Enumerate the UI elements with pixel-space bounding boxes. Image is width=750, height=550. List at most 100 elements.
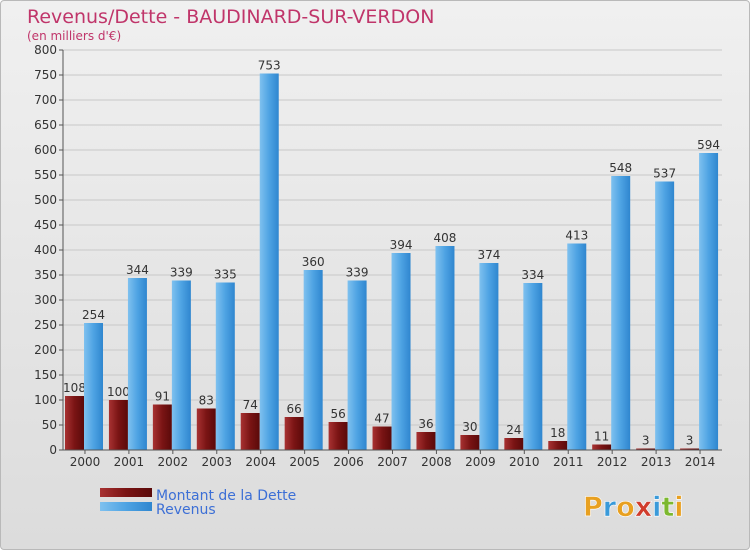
data-label-revenus: 594 [697, 138, 720, 152]
y-tick-label: 350 [34, 268, 57, 282]
data-label-revenus: 254 [82, 308, 105, 322]
data-label-revenus: 360 [302, 255, 325, 269]
y-tick-label: 0 [49, 443, 57, 457]
x-tick-label: 2003 [201, 455, 232, 469]
legend-swatch-debt [100, 488, 152, 497]
data-label-debt: 36 [418, 417, 433, 431]
bar-revenus [655, 181, 675, 450]
x-tick-label: 2013 [641, 455, 672, 469]
bar-revenus [215, 282, 235, 450]
bar-debt [152, 404, 172, 450]
bar-revenus [171, 280, 191, 450]
x-tick-label: 2010 [509, 455, 540, 469]
data-label-debt: 11 [594, 430, 609, 444]
bar-debt [328, 422, 348, 450]
bar-revenus [259, 73, 279, 450]
legend-swatch-revenus [100, 502, 152, 511]
y-tick-label: 300 [34, 293, 57, 307]
data-label-revenus: 537 [653, 167, 676, 181]
data-label-revenus: 753 [258, 59, 281, 73]
data-label-debt: 74 [243, 398, 258, 412]
logo-letter: t [661, 492, 674, 523]
y-tick-label: 650 [34, 118, 57, 132]
data-label-debt: 47 [374, 412, 389, 426]
bar-revenus [523, 283, 543, 450]
data-label-revenus: 413 [565, 229, 588, 243]
chart-subtitle: (en milliers d'€) [27, 29, 121, 43]
y-tick-label: 600 [34, 143, 57, 157]
data-label-debt: 3 [686, 434, 694, 448]
bar-revenus [303, 270, 323, 450]
x-tick-label: 2014 [685, 455, 716, 469]
x-tick-label: 2009 [465, 455, 496, 469]
bar-revenus [479, 263, 499, 450]
bar-debt [196, 408, 216, 450]
logo-letter: P [583, 492, 603, 523]
data-label-debt: 108 [63, 381, 86, 395]
data-label-revenus: 408 [434, 231, 457, 245]
data-label-revenus: 339 [170, 266, 193, 280]
bar-debt [548, 441, 568, 450]
bar-debt [592, 444, 612, 450]
bar-debt [65, 396, 84, 450]
data-label-revenus: 374 [477, 248, 500, 262]
bar-debt [636, 448, 656, 450]
data-label-revenus: 335 [214, 268, 237, 282]
bar-revenus [347, 280, 367, 450]
x-tick-label: 2002 [158, 455, 189, 469]
data-label-debt: 91 [155, 390, 170, 404]
bar-debt [680, 448, 700, 450]
y-tick-label: 100 [34, 393, 57, 407]
y-tick-label: 700 [34, 93, 57, 107]
bar-revenus [127, 278, 147, 450]
y-tick-label: 150 [34, 368, 57, 382]
legend-label-revenus: Revenus [156, 502, 216, 518]
bar-debt [504, 438, 524, 450]
y-tick-label: 450 [34, 218, 57, 232]
data-label-revenus: 548 [609, 161, 632, 175]
bar-debt [460, 435, 480, 450]
data-label-debt: 100 [107, 385, 130, 399]
bar-revenus [567, 243, 587, 450]
data-label-revenus: 394 [390, 238, 413, 252]
y-tick-label: 500 [34, 193, 57, 207]
chart-title: Revenus/Dette - BAUDINARD-SUR-VERDON [27, 6, 434, 28]
y-tick-label: 200 [34, 343, 57, 357]
x-tick-label: 2001 [114, 455, 145, 469]
data-label-debt: 83 [199, 394, 214, 408]
y-tick-label: 750 [34, 68, 57, 82]
x-tick-label: 2012 [597, 455, 628, 469]
bar-revenus [699, 153, 719, 450]
data-label-debt: 30 [462, 420, 477, 434]
y-tick-label: 50 [42, 418, 57, 432]
logo-text: Proxiti [583, 492, 684, 523]
bar-debt [108, 400, 128, 450]
logo-letter: x [635, 492, 652, 523]
x-tick-label: 2007 [377, 455, 408, 469]
y-tick-label: 550 [34, 168, 57, 182]
bar-revenus [391, 253, 411, 450]
logo-letter: o [616, 492, 635, 523]
bar-revenus [435, 246, 455, 450]
bar-debt [372, 426, 392, 450]
data-label-revenus: 344 [126, 263, 149, 277]
data-label-debt: 24 [506, 423, 521, 437]
data-label-debt: 18 [550, 426, 565, 440]
x-tick-label: 2011 [553, 455, 584, 469]
x-tick-label: 2000 [70, 455, 101, 469]
logo-letter: r [603, 492, 617, 523]
data-label-revenus: 339 [346, 266, 369, 280]
proxiti-logo: Proxiti [583, 492, 684, 524]
x-tick-label: 2005 [289, 455, 320, 469]
x-tick-label: 2006 [333, 455, 364, 469]
bar-debt [284, 417, 304, 450]
data-label-debt: 66 [287, 402, 302, 416]
data-label-debt: 3 [642, 434, 650, 448]
y-tick-label: 800 [34, 43, 57, 57]
data-label-revenus: 334 [521, 268, 544, 282]
y-tick-label: 250 [34, 318, 57, 332]
bar-revenus [611, 176, 631, 450]
x-tick-label: 2004 [245, 455, 276, 469]
data-label-debt: 56 [330, 407, 345, 421]
logo-letter: i [652, 492, 661, 523]
